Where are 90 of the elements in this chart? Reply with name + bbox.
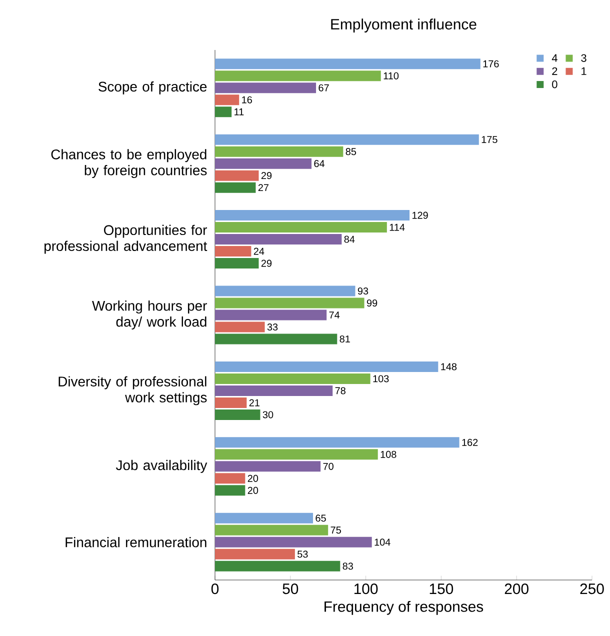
bar	[215, 437, 460, 448]
bar	[215, 536, 372, 548]
bar	[215, 512, 314, 524]
data-label: 33	[267, 323, 278, 331]
data-label: 78	[335, 387, 346, 394]
data-label: 114	[390, 224, 405, 231]
bar	[215, 373, 370, 384]
bar	[215, 94, 240, 106]
data-label: 29	[261, 172, 272, 180]
bar	[215, 361, 438, 372]
data-label: 24	[254, 248, 264, 255]
bar	[215, 258, 259, 269]
data-label: 30	[262, 411, 274, 418]
bar	[215, 298, 364, 308]
bar	[215, 246, 252, 257]
data-label: 93	[358, 287, 368, 295]
data-label: 103	[373, 375, 389, 382]
data-label: 70	[323, 462, 334, 470]
y-tick-label: Diversity of professional work settings	[58, 376, 207, 406]
y-tick-label: Financial remuneration	[66, 537, 206, 548]
data-label: 99	[366, 299, 378, 307]
bar	[215, 106, 232, 118]
y-tick-label: Chances to be employed by foreign countries	[51, 149, 207, 178]
bar	[215, 82, 316, 94]
bar	[215, 485, 246, 496]
data-label: 162	[462, 438, 478, 446]
x-axis-title: Frequency of responses	[324, 600, 484, 615]
data-label: 67	[318, 84, 329, 92]
legend-label: 1	[582, 67, 586, 75]
data-label: 27	[258, 184, 268, 192]
data-label: 74	[329, 312, 340, 318]
data-label: 65	[316, 514, 326, 522]
bar	[215, 286, 356, 296]
bar	[215, 322, 265, 332]
y-tick-label: Scope of practice	[98, 81, 207, 94]
bar	[215, 560, 340, 572]
data-label: 108	[380, 450, 396, 458]
data-label: 64	[314, 160, 324, 168]
legend-label: 0	[552, 80, 558, 88]
data-label: 176	[483, 60, 499, 68]
x-tick-label: 100	[354, 584, 378, 594]
bar	[215, 397, 247, 408]
bar	[215, 409, 260, 420]
bar	[215, 70, 381, 82]
bar	[215, 234, 342, 245]
bar	[215, 449, 378, 460]
data-label: 84	[344, 236, 355, 243]
legend-label: 3	[581, 54, 586, 62]
data-label: 16	[242, 96, 252, 104]
bar	[215, 310, 327, 320]
y-tick-label: Job availability	[116, 460, 208, 473]
bar	[215, 461, 321, 472]
bar	[215, 182, 256, 193]
legend-label: 2	[552, 67, 558, 75]
data-label: 81	[340, 335, 350, 343]
bar	[215, 134, 479, 145]
bar	[215, 548, 295, 560]
data-label: 53	[298, 550, 308, 558]
bar	[215, 222, 387, 233]
bar	[215, 158, 312, 169]
x-tick-label: 50	[282, 584, 298, 594]
data-label: 75	[330, 526, 341, 534]
bar	[215, 146, 344, 157]
bar	[215, 58, 480, 70]
data-label: 85	[346, 148, 356, 156]
data-label: 175	[482, 136, 498, 144]
data-label: 129	[412, 212, 428, 219]
bar	[215, 473, 246, 484]
y-tick-label: Working hours per day/ work load	[92, 300, 207, 330]
data-label: 20	[248, 486, 258, 494]
x-tick-label: 250	[580, 584, 604, 594]
x-tick-label: 0	[211, 584, 219, 594]
data-label: 148	[441, 363, 457, 370]
data-label: 29	[261, 260, 272, 267]
legend-label: 4	[552, 54, 558, 62]
data-label: 83	[342, 562, 354, 570]
bar	[215, 524, 328, 536]
data-label: 11	[234, 108, 244, 116]
bar	[215, 210, 410, 221]
y-tick-label: Opportunities for professional advancement	[44, 224, 208, 254]
data-label: 20	[248, 474, 258, 482]
data-label: 104	[374, 538, 390, 546]
data-label: 110	[384, 72, 399, 80]
data-label: 21	[249, 399, 260, 406]
bar	[215, 385, 333, 396]
bar	[215, 170, 259, 181]
x-tick-label: 150	[430, 584, 454, 594]
chart-title: Emplyoment influence	[331, 18, 476, 32]
x-tick-label: 200	[504, 584, 528, 594]
bar	[215, 334, 338, 344]
